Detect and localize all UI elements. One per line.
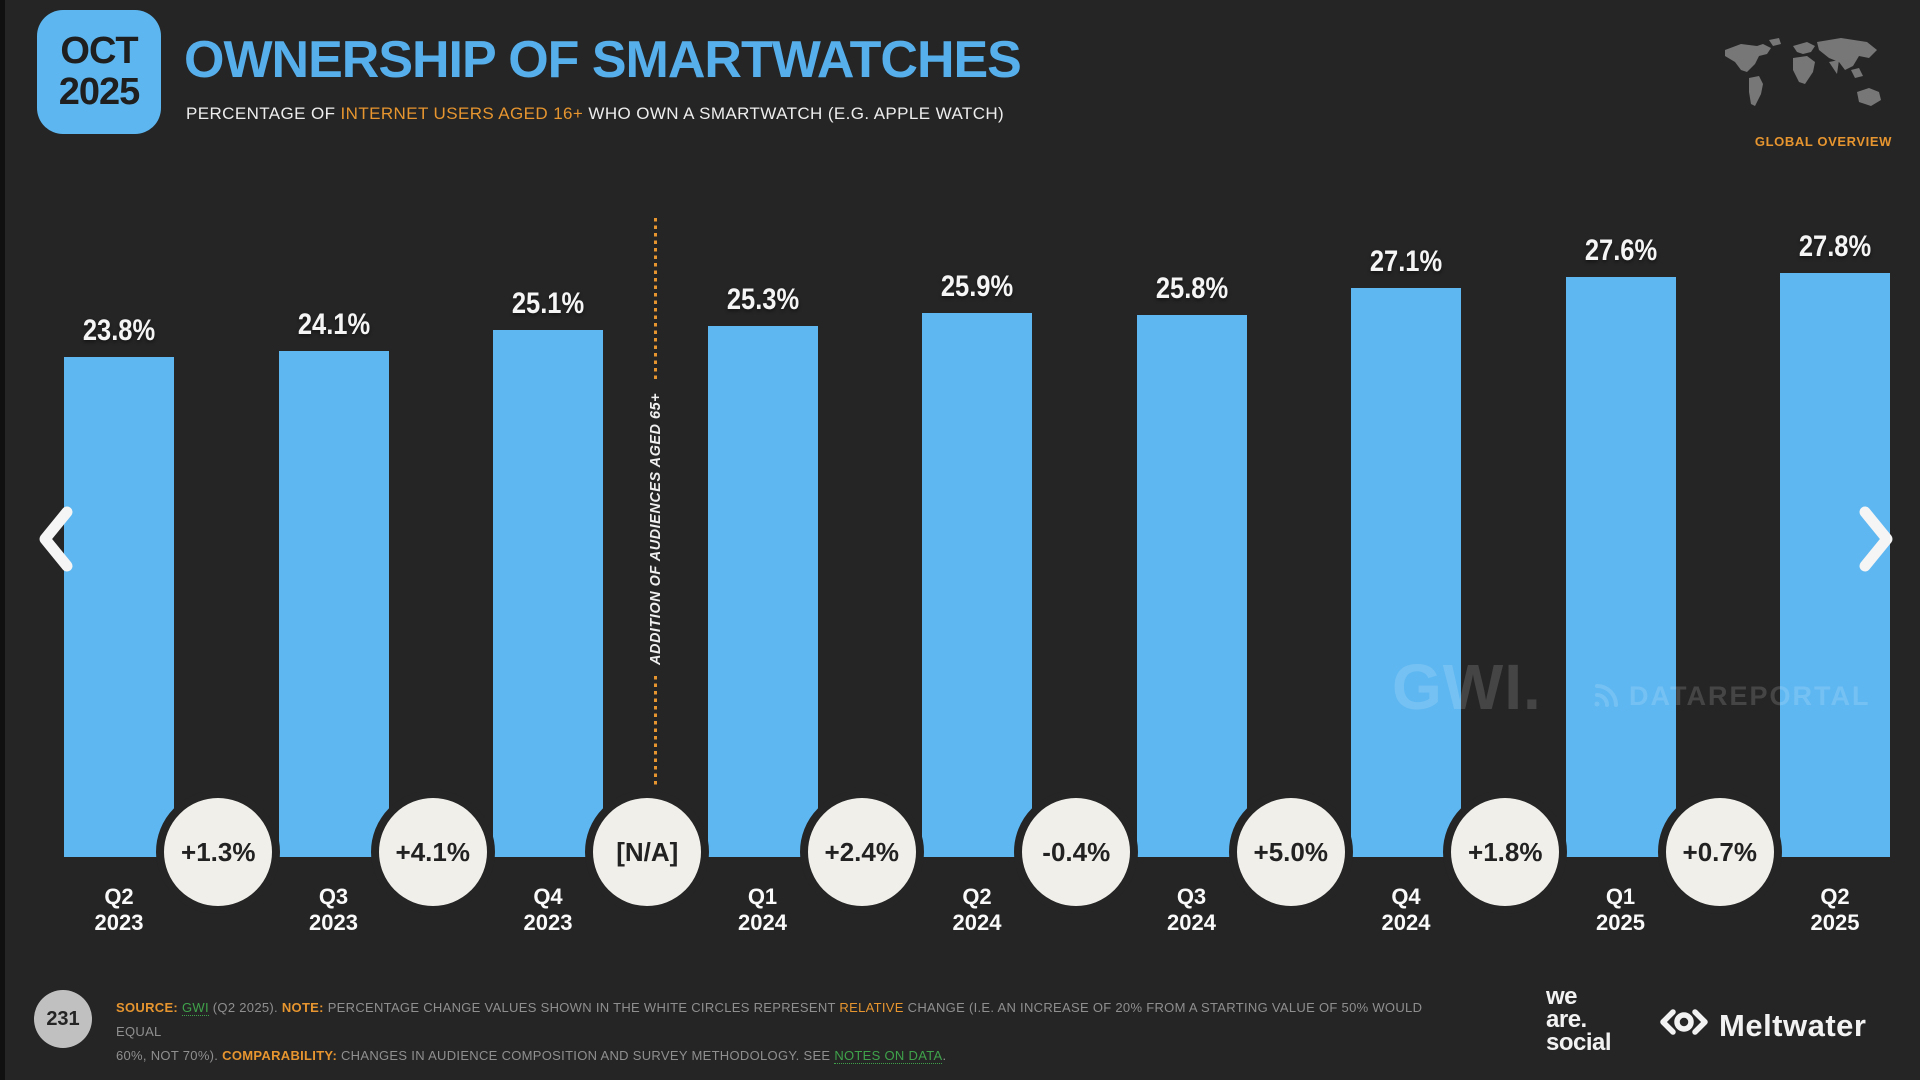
change-value: -0.4%: [1042, 836, 1111, 867]
bar: [1136, 315, 1247, 857]
wearesocial-logo-line: are.: [1546, 1005, 1587, 1033]
subtitle-highlight: INTERNET USERS AGED 16+: [340, 104, 584, 123]
region-block: GLOBAL OVERVIEW: [1700, 34, 1892, 149]
meltwater-logo: Meltwater: [1656, 1004, 1866, 1048]
wearesocial-logo-line: we: [1546, 983, 1578, 1010]
footer-text: CHANGE (I.E. AN INCREASE OF 20% FROM A S…: [116, 1000, 1423, 1039]
footer-text: CHANGES IN AUDIENCE COMPOSITION AND SURV…: [340, 1048, 835, 1063]
footer-link[interactable]: NOTES ON DATA: [834, 1048, 943, 1064]
page-title: OWNERSHIP OF SMARTWATCHES: [184, 31, 1022, 89]
bar-value-label: 27.6%: [1584, 234, 1657, 268]
quarter-label: Q2 2024: [952, 884, 1002, 935]
quarter-label: Q4 2024: [1381, 884, 1431, 935]
quarter-label: Q1 2024: [738, 884, 787, 935]
datareportal-watermark-text: DATAREPORTAL: [1629, 681, 1871, 711]
bar: [493, 329, 603, 857]
badge-month: OCT: [60, 29, 138, 72]
footer-text: .: [942, 1048, 947, 1063]
bar: [1351, 287, 1461, 857]
footer-text: PERCENTAGE CHANGE VALUES SHOWN IN THE WH…: [327, 1000, 840, 1015]
change-circle: +2.4%: [799, 790, 924, 914]
change-circle: +5.0%: [1228, 790, 1353, 914]
page-subtitle: PERCENTAGE OF INTERNET USERS AGED 16+ WH…: [186, 104, 1004, 124]
bar: [922, 313, 1032, 857]
subtitle-prefix: PERCENTAGE OF: [186, 104, 341, 123]
subtitle-suffix: WHO OWN A SMARTWATCH (E.G. APPLE WATCH): [583, 104, 1005, 123]
footer-text: NOTE:: [281, 1000, 328, 1015]
bar-value-label: 25.8%: [1155, 272, 1228, 306]
signal-icon: [1592, 678, 1622, 715]
change-circle: +1.3%: [156, 790, 281, 914]
wearesocial-logo-line: social: [1546, 1028, 1612, 1056]
quarter-label: Q2 2023: [94, 884, 144, 935]
footer-text: (Q2 2025).: [208, 1000, 282, 1015]
meltwater-icon: [1656, 1004, 1712, 1048]
quarter-label: Q3 2024: [1167, 884, 1216, 935]
change-value: +2.4%: [824, 836, 899, 867]
footer-text: COMPARABILITY:: [222, 1048, 341, 1063]
wearesocial-logo: we are. social: [1546, 983, 1612, 1056]
change-circle: +4.1%: [370, 790, 495, 914]
chevron-left-icon[interactable]: [34, 506, 78, 572]
footer-text: 60%, NOT 70%).: [116, 1048, 223, 1063]
world-map-icon: [1700, 34, 1892, 124]
footer-text: RELATIVE: [839, 1000, 904, 1015]
page-number: 231: [34, 990, 92, 1048]
footer-note-line: 60%, NOT 70%). COMPARABILITY: CHANGES IN…: [116, 1044, 1456, 1068]
datareportal-watermark: DATAREPORTAL: [1592, 678, 1870, 715]
bar: [1565, 277, 1676, 857]
footer-note: SOURCE: GWI (Q2 2025). NOTE: PERCENTAGE …: [116, 996, 1456, 1068]
annotation-dotted-line: [654, 218, 657, 382]
gwi-watermark: GWI.: [1392, 651, 1542, 723]
change-circle: +0.7%: [1657, 790, 1782, 914]
footer-text: SOURCE:: [116, 1000, 182, 1015]
change-circle: -0.4%: [1014, 790, 1139, 914]
annotation-dotted-line: [654, 676, 657, 788]
change-value: +1.8%: [1468, 836, 1543, 867]
bar-value-label: 27.8%: [1798, 230, 1872, 264]
change-value: +1.3%: [181, 836, 256, 867]
quarter-label: Q3 2023: [309, 884, 358, 935]
change-circle: [N/A]: [585, 790, 710, 914]
bar-value-label: 25.9%: [940, 270, 1014, 304]
chevron-right-icon[interactable]: [1854, 506, 1898, 572]
badge-year: 2025: [58, 71, 141, 113]
date-badge: OCT 2025: [37, 10, 161, 134]
footer-note-line: SOURCE: GWI (Q2 2025). NOTE: PERCENTAGE …: [116, 996, 1456, 1044]
bar-value-label: 25.3%: [726, 282, 799, 316]
quarter-label: Q2 2025: [1810, 884, 1860, 935]
viewer-edge: [0, 0, 5, 1080]
bar-value-label: 23.8%: [82, 314, 156, 348]
bar-value-label: 27.1%: [1369, 244, 1443, 278]
quarter-label: Q4 2023: [523, 884, 573, 935]
bar-value-label: 24.1%: [297, 307, 370, 341]
bar-value-label: 25.1%: [511, 286, 585, 320]
annotation-label: ADDITION OF AUDIENCES AGED 65+: [648, 392, 664, 666]
change-value: [N/A]: [616, 836, 679, 867]
change-value: +0.7%: [1682, 836, 1757, 867]
region-label: GLOBAL OVERVIEW: [1754, 134, 1892, 149]
change-circle: +1.8%: [1443, 790, 1568, 914]
bar: [707, 325, 818, 857]
bar: [64, 357, 174, 857]
bar: [278, 350, 389, 857]
meltwater-logo-text: Meltwater: [1719, 1008, 1867, 1043]
change-value: +5.0%: [1253, 836, 1328, 867]
change-value: +4.1%: [395, 836, 470, 867]
footer-link[interactable]: GWI: [181, 1000, 209, 1016]
quarter-label: Q1 2025: [1596, 884, 1645, 935]
